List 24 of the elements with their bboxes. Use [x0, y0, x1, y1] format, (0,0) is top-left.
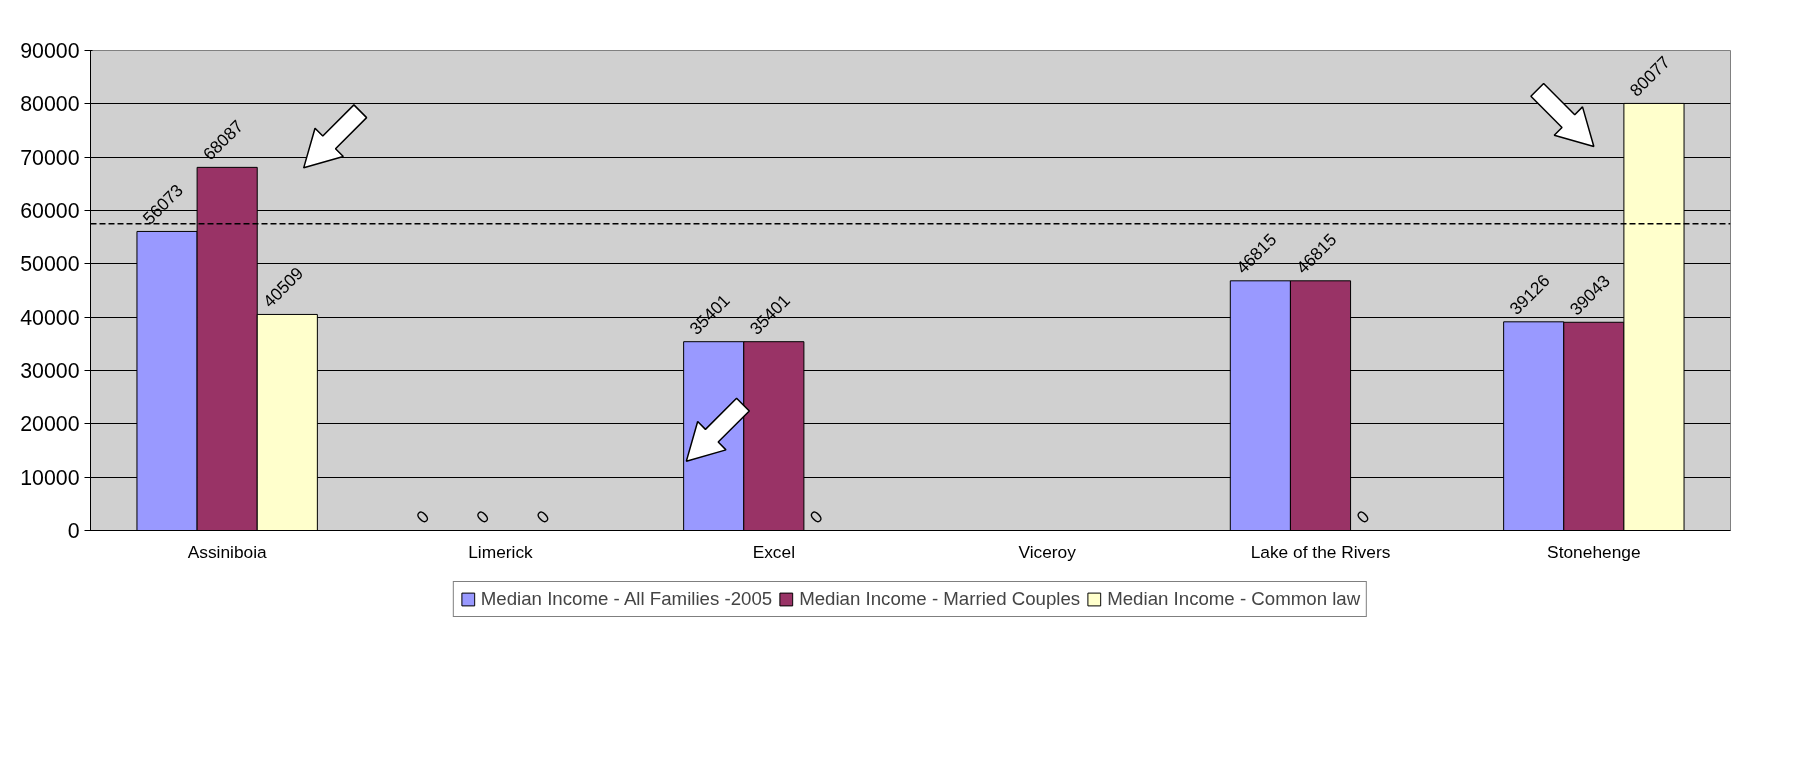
x-tick-label: Excel	[752, 541, 796, 562]
x-tick-label: Lake of the Rivers	[1250, 541, 1391, 562]
data-label: 0	[472, 506, 494, 528]
y-tick-label: 80000	[20, 92, 80, 117]
y-tick-label: 10000	[20, 465, 80, 490]
x-tick-label: Stonehenge	[1547, 541, 1641, 562]
legend-label: Median Income - All Families -2005	[480, 588, 773, 610]
y-tick-label: 70000	[20, 145, 80, 170]
x-tick-label: Limerick	[468, 541, 534, 562]
y-tick-label: 40000	[20, 305, 80, 330]
x-tick-label: Viceroy	[1018, 541, 1077, 562]
y-tick-label: 30000	[20, 359, 80, 383]
data-label: 0	[412, 506, 434, 528]
legend-label: Median Income - Married Couples	[799, 588, 1081, 610]
y-tick-label: 60000	[20, 199, 80, 223]
data-label: 0	[805, 506, 827, 528]
y-tick-label: 0	[67, 519, 80, 543]
data-label: 0	[1352, 506, 1374, 528]
y-tick-label: 20000	[20, 412, 80, 437]
y-tick-label: 50000	[20, 252, 80, 277]
x-tick-label: Assiniboia	[187, 541, 268, 562]
data-label: 0	[532, 506, 554, 528]
legend-label: Median Income - Common law	[1107, 588, 1361, 610]
y-tick-label: 90000	[20, 39, 80, 63]
